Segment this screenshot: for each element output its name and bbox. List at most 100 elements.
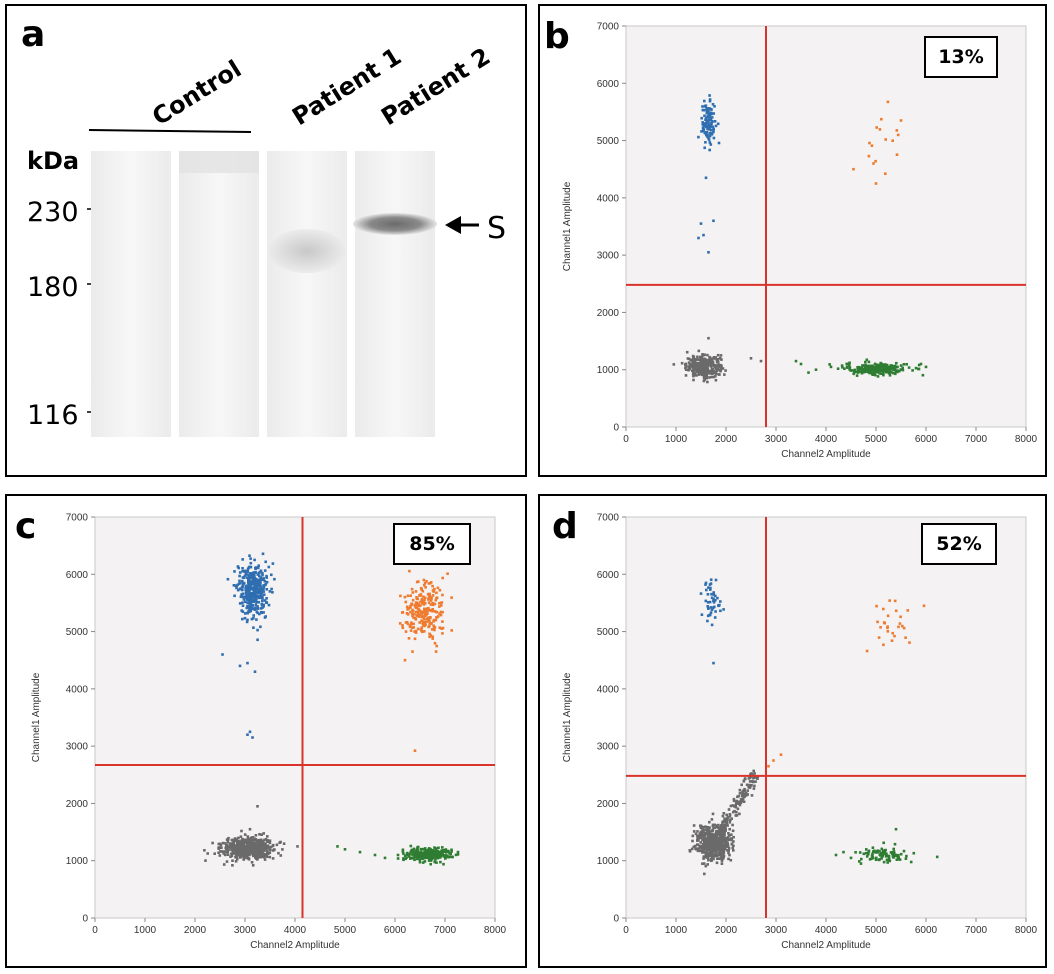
droplet-green: [438, 853, 441, 856]
droplet-gray: [699, 845, 702, 849]
droplet-gray: [692, 361, 695, 364]
droplet-gray: [697, 368, 701, 371]
droplet-blue: [256, 566, 260, 570]
droplet-gray: [268, 851, 272, 854]
droplet-gray: [708, 853, 712, 857]
droplet-gray: [230, 848, 233, 852]
droplet-green: [880, 851, 884, 855]
droplet-blue: [238, 602, 242, 605]
droplet-gray: [706, 863, 709, 866]
blot-lane-2: [179, 151, 259, 437]
droplet-gray: [749, 357, 753, 360]
droplet-blue: [710, 623, 714, 627]
droplet-gray: [709, 857, 713, 861]
droplet-blue: [248, 589, 251, 592]
droplet-gray: [256, 856, 259, 860]
droplet-gray: [710, 851, 714, 855]
droplet-orange: [411, 591, 415, 594]
droplet-orange: [432, 626, 436, 630]
droplet-green: [896, 369, 899, 372]
droplet-green: [444, 857, 447, 860]
droplet-gray: [255, 846, 259, 849]
droplet-green: [409, 844, 413, 848]
droplet-green: [840, 364, 844, 367]
droplet-gray: [730, 838, 733, 842]
droplet-gray: [752, 787, 756, 790]
droplet-green: [423, 860, 427, 863]
droplet-blue: [708, 107, 712, 111]
droplet-green: [846, 362, 849, 366]
droplet-green: [871, 856, 875, 860]
droplet-gray: [728, 827, 731, 831]
droplet-orange: [411, 612, 414, 615]
droplet-blue: [268, 590, 272, 593]
droplet-blue: [241, 569, 244, 573]
droplet-orange: [425, 580, 428, 583]
droplet-blue: [711, 125, 715, 129]
droplet-orange: [427, 597, 430, 600]
droplet-gray: [720, 364, 723, 368]
droplet-gray: [251, 845, 255, 848]
droplet-blue: [258, 587, 261, 591]
droplet-green: [881, 367, 885, 370]
droplet-green: [895, 858, 899, 861]
droplet-blue: [255, 610, 259, 613]
droplet-blue: [710, 116, 714, 119]
droplet-gray: [271, 849, 275, 852]
droplet-green: [886, 858, 889, 862]
droplet-green: [871, 846, 875, 849]
droplet-blue: [716, 122, 720, 126]
droplet-gray: [692, 845, 696, 849]
droplet-gray: [708, 826, 711, 829]
droplet-gray: [708, 830, 712, 834]
droplet-blue: [712, 599, 715, 603]
droplet-blue: [259, 585, 262, 588]
y-tick-label: 7000: [597, 513, 620, 524]
droplet-orange: [867, 154, 871, 158]
droplet-blue: [243, 612, 247, 615]
droplet-gray: [749, 772, 752, 776]
droplet-gray: [222, 863, 226, 866]
droplet-green: [863, 364, 866, 368]
y-axis-title: Channel1 Amplitude: [562, 181, 573, 271]
droplet-gray: [744, 777, 747, 781]
droplet-green: [890, 851, 894, 854]
droplet-gray: [733, 809, 736, 813]
droplet-blue: [704, 141, 707, 144]
droplet-green: [441, 846, 444, 849]
droplet-green: [862, 368, 865, 371]
droplet-blue: [247, 577, 250, 581]
droplet-green: [867, 851, 870, 854]
droplet-gray: [249, 849, 252, 852]
droplet-green: [875, 856, 878, 860]
droplet-blue: [226, 577, 230, 581]
droplet-blue: [255, 594, 258, 598]
droplet-gray: [699, 356, 702, 360]
droplet-gray: [692, 356, 695, 359]
droplet-orange: [409, 594, 412, 597]
droplet-gray: [723, 834, 726, 837]
droplet-gray: [233, 837, 237, 840]
droplet-blue: [697, 135, 700, 139]
droplet-green: [435, 847, 438, 850]
droplet-gray: [720, 856, 723, 860]
droplet-green: [435, 852, 439, 855]
droplet-blue: [252, 593, 255, 596]
droplet-gray: [268, 855, 272, 859]
droplet-blue: [246, 733, 249, 736]
droplet-gray: [700, 849, 704, 852]
droplet-green: [873, 362, 877, 366]
droplet-green: [884, 368, 888, 372]
droplet-green: [407, 854, 411, 858]
droplet-orange: [438, 612, 441, 615]
droplet-gray: [719, 825, 723, 829]
droplet-orange: [409, 610, 412, 614]
droplet-gray: [717, 842, 720, 846]
x-tick-label: 1000: [665, 434, 688, 445]
panel-d: d 0 1000 2000 3000 4000 5000 6000 7000 8000 0 1000…: [538, 494, 1047, 968]
droplet-gray: [692, 378, 695, 382]
droplet-blue: [255, 618, 258, 621]
droplet-blue: [714, 610, 717, 613]
droplet-green: [411, 853, 414, 856]
droplet-gray: [268, 839, 272, 842]
